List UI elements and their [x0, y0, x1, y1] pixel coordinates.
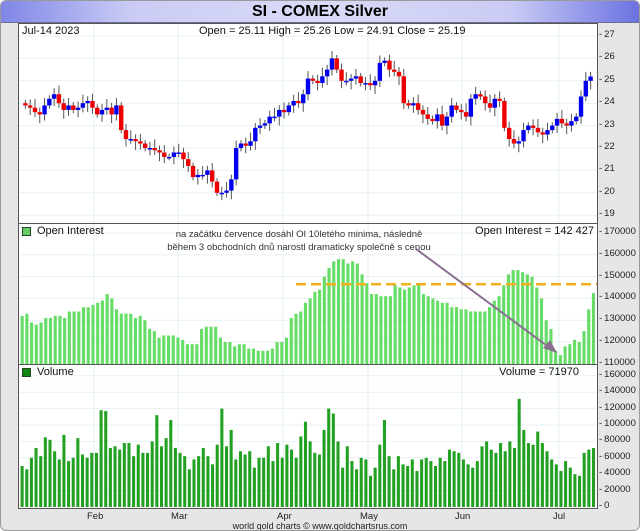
y-tick-label: 140000 — [599, 385, 636, 396]
volume-legend-label: Volume — [37, 366, 74, 378]
y-tick-label: 21 — [599, 163, 615, 174]
y-tick-label: 150000 — [599, 270, 636, 281]
date-label: Jul-14 2023 — [22, 25, 80, 37]
y-tick-label: 25 — [599, 74, 615, 85]
annotation-line-1: na začátku července dosáhl OI 10letého m… — [175, 229, 423, 240]
y-tick-label: 80000 — [599, 434, 630, 445]
x-tick-jun: Jun — [455, 511, 471, 522]
x-tick-jul: Jul — [553, 511, 566, 522]
oi-value-label: Open Interest = 142 427 — [475, 225, 594, 237]
volume-legend: Volume — [22, 366, 74, 378]
y-tick-label: 22 — [599, 141, 615, 152]
y-tick-label: 24 — [599, 96, 615, 107]
y-tick-label: 160000 — [599, 369, 636, 380]
y-tick-label: 140000 — [599, 291, 636, 302]
y-tick-label: 100000 — [599, 418, 636, 429]
y-tick-label: 23 — [599, 119, 615, 130]
y-tick-label: 27 — [599, 29, 615, 40]
chart-title: SI - COMEX Silver — [251, 3, 389, 20]
y-tick-label: 120000 — [599, 402, 636, 413]
title-bar: SI - COMEX Silver — [1, 1, 639, 23]
y-tick-label: 60000 — [599, 451, 630, 462]
y-tick-label: 20 — [599, 186, 615, 197]
open-interest-bars — [19, 224, 597, 364]
y-tick-label: 130000 — [599, 313, 636, 324]
y-tick-label: 19 — [599, 208, 615, 219]
oi-legend: Open Interest — [22, 225, 104, 237]
oi-legend-swatch-icon — [22, 226, 31, 236]
y-tick-label: 0 — [599, 500, 609, 511]
x-tick-mar: Mar — [171, 511, 188, 522]
volume-panel: Volume Volume = 71970 — [18, 364, 598, 509]
footer-credit: world gold charts © www.goldchartsrus.co… — [232, 521, 408, 531]
ohlc-label: Open = 25.11 High = 25.26 Low = 24.91 Cl… — [199, 25, 466, 37]
x-tick-may: May — [360, 511, 378, 522]
y-tick-label: 40000 — [599, 467, 630, 478]
volume-legend-swatch-icon — [22, 367, 31, 377]
y-tick-label: 110000 — [599, 357, 635, 368]
annotation-line-2: během 3 obchodních dnů narostl dramatick… — [167, 242, 431, 253]
candlestick-chart — [19, 24, 597, 223]
y-tick-label: 20000 — [599, 484, 630, 495]
y-tick-label: 160000 — [599, 248, 636, 259]
x-tick-apr: Apr — [277, 511, 292, 522]
x-tick-feb: Feb — [87, 511, 104, 522]
price-panel: Jul-14 2023 Open = 25.11 High = 25.26 Lo… — [18, 23, 598, 224]
y-tick-label: 170000 — [599, 226, 636, 237]
volume-value-label: Volume = 71970 — [499, 366, 579, 378]
annotation-text: na začátku července dosáhl OI 10letého m… — [139, 229, 459, 253]
y-tick-label: 26 — [599, 51, 615, 62]
oi-legend-label: Open Interest — [37, 225, 104, 237]
y-tick-label: 120000 — [599, 335, 636, 346]
volume-bars — [19, 365, 597, 508]
open-interest-panel: Open Interest Open Interest = 142 427 na… — [18, 223, 598, 365]
